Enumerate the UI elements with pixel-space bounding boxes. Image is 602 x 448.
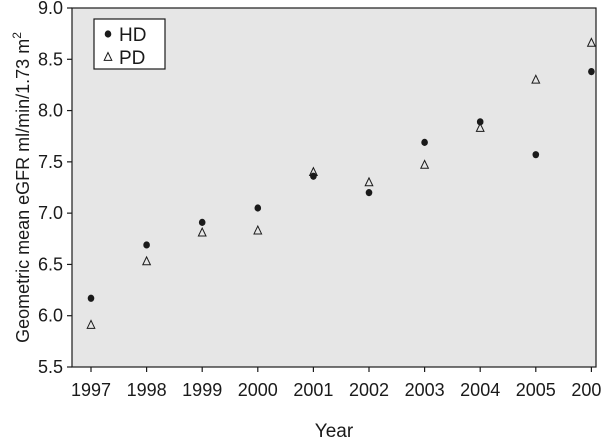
x-axis-label: Year [315,421,354,442]
hd-point [365,189,373,197]
y-tick-label: 6.5 [38,254,63,274]
series-hd [87,67,595,302]
hd-point [421,138,428,146]
pd-point [420,159,430,169]
x-tick-label: 2004 [460,380,500,400]
data-points [86,37,596,329]
y-tick-label: 9.0 [38,0,63,18]
legend-label-hd: HD [119,25,146,46]
y-tick-label: 6.0 [38,306,63,326]
hd-point [254,204,262,212]
hd-point [198,218,206,226]
x-tick-label: 2001 [293,380,333,400]
pd-point [586,37,596,47]
y-tick-label: 8.0 [38,101,63,121]
y-tick-label: 5.5 [38,357,63,377]
y-axis-label: Geometric mean eGFR ml/min/1.73 m2 [10,32,33,343]
pd-point [475,122,485,132]
hd-point [476,118,484,126]
y-axis-label-superscript: 2 [10,32,24,39]
hd-point [87,294,95,302]
pd-point [531,74,541,84]
pd-point [142,255,152,266]
legend-label-pd: PD [119,48,145,69]
x-tick-label: 2005 [516,380,556,400]
hd-point [310,172,317,180]
x-tick-label: 2006 [571,380,602,400]
pd-point [253,224,263,235]
x-tick-label: 1998 [127,380,167,400]
pd-point [364,176,374,187]
hd-point [588,67,595,76]
y-tick-label: 8.5 [38,49,63,69]
x-tick-label: 1997 [71,380,111,400]
pd-point [197,226,207,237]
legend-marker-hd [104,30,112,38]
x-tick-label: 1999 [182,380,222,400]
hd-point [143,241,150,249]
x-tick-label: 2002 [349,380,389,400]
y-tick-label: 7.0 [38,203,63,223]
y-tick-label: 7.5 [38,152,63,172]
x-axis-ticks: 1997 1998 1999 2000 2001 2002 2003 2004 2005 2006 [71,367,602,400]
legend-marker-pd [103,51,113,61]
series-pd [86,37,596,329]
pd-point [308,166,318,176]
pd-point [86,319,96,329]
y-axis-label-text: Geometric mean eGFR ml/min/1.73 m [13,39,33,343]
x-tick-label: 2003 [405,380,445,400]
hd-point [532,151,540,159]
y-axis-ticks: 5.5 6.0 6.5 7.0 7.5 8.0 8.5 9.0 [38,0,72,377]
x-tick-label: 2000 [238,380,278,400]
